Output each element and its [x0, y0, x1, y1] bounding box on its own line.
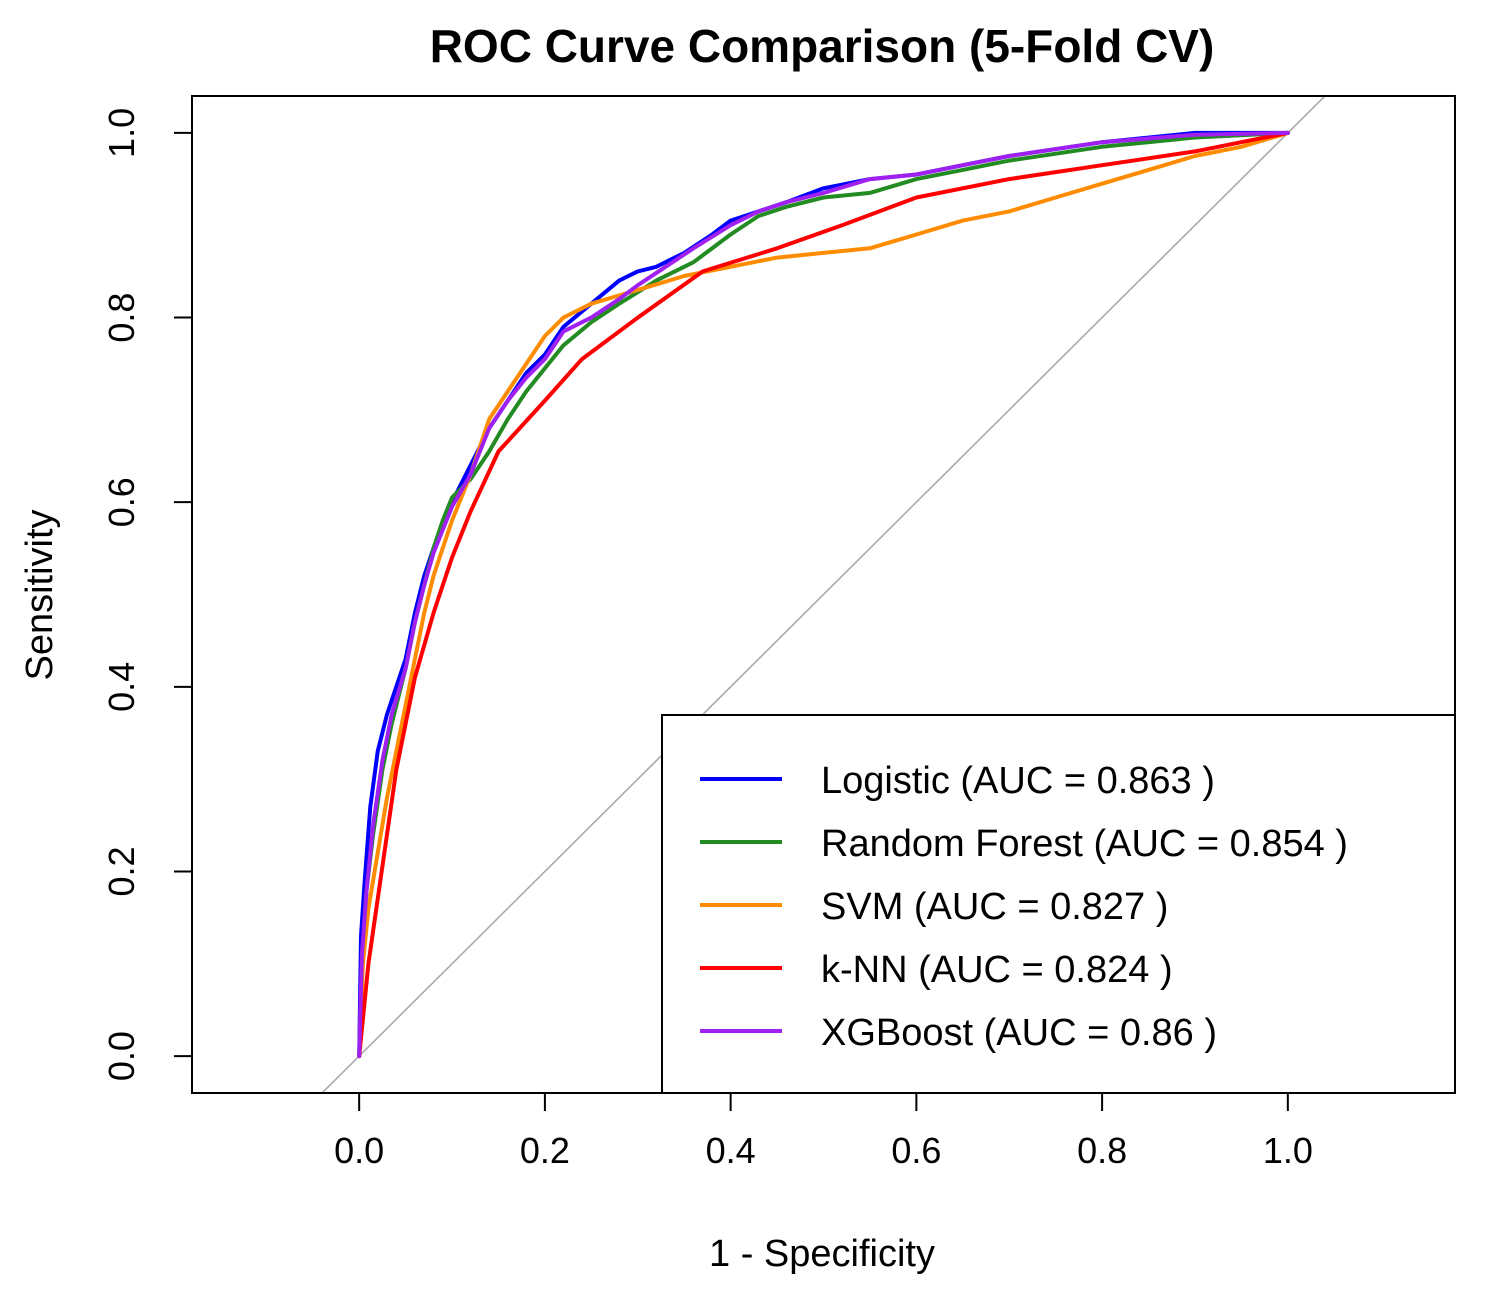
y-tick-label: 0.4	[101, 662, 142, 712]
x-tick-label: 0.6	[891, 1130, 941, 1171]
x-tick-label: 0.0	[334, 1130, 384, 1171]
y-tick-label: 0.8	[101, 293, 142, 343]
y-tick-label: 1.0	[101, 108, 142, 158]
x-tick-label: 0.4	[706, 1130, 756, 1171]
y-tick-label: 0.0	[101, 1031, 142, 1081]
y-axis-label: Sensitivity	[19, 509, 61, 680]
y-tick-label: 0.2	[101, 846, 142, 896]
roc-curve-xgboost	[357, 130, 1290, 1059]
legend-label: XGBoost (AUC = 0.86 )	[821, 1012, 1217, 1054]
y-tick-label: 0.6	[101, 477, 142, 527]
legend: Logistic (AUC = 0.863 ) Random Forest (AU…	[661, 714, 1456, 1094]
plot-area: 0.0 0.2 0.4 0.6 0.8 1.0 0.0 0.2 0.4 0.6 0.8 1.0 Logi…	[101, 95, 1456, 1171]
chart-title: ROC Curve Comparison (5-Fold CV)	[430, 20, 1215, 72]
plot-clip-group	[320, 96, 1327, 1093]
legend-label: Logistic (AUC = 0.863 )	[821, 760, 1215, 802]
x-tick-label: 1.0	[1263, 1130, 1313, 1171]
roc-curve-svm	[357, 130, 1290, 1059]
x-tick-label: 0.2	[520, 1130, 570, 1171]
x-tick-label: 0.8	[1077, 1130, 1127, 1171]
legend-label: SVM (AUC = 0.827 )	[821, 886, 1168, 928]
chance-diagonal-line	[320, 96, 1327, 1093]
legend-label: Random Forest (AUC = 0.854 )	[821, 823, 1348, 865]
x-axis-label: 1 - Specificity	[709, 1233, 935, 1275]
legend-label: k-NN (AUC = 0.824 )	[821, 949, 1173, 991]
legend-box	[661, 714, 1456, 1094]
roc-curve-k-nn	[357, 130, 1290, 1059]
